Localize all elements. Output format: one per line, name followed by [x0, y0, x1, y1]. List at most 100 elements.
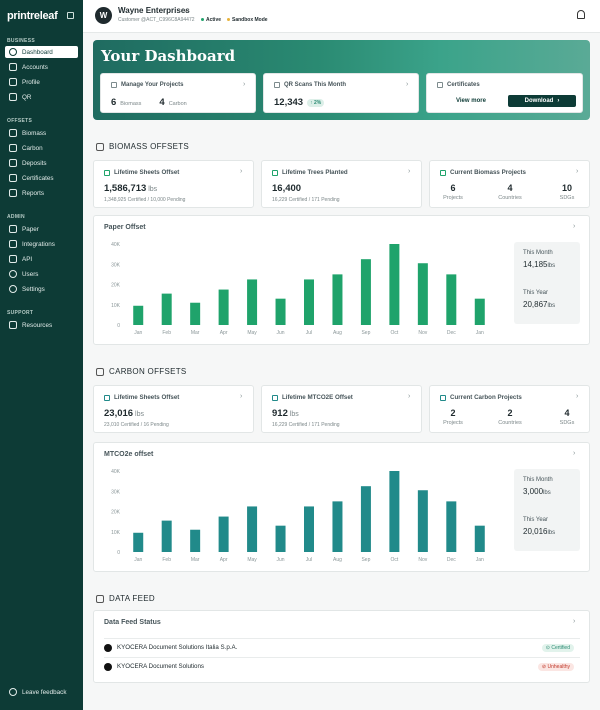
stat-value: 1,586,713: [104, 183, 147, 194]
carbon-mtco2e-card[interactable]: Lifetime MTCO2E Offset › 912 lbs 16,229 …: [261, 385, 422, 433]
leave-feedback-link[interactable]: Leave feedback: [9, 688, 66, 696]
biomass-count: 6: [111, 97, 117, 108]
chart-bar[interactable]: [304, 279, 314, 325]
sidebar-item-accounts[interactable]: Accounts: [5, 61, 78, 73]
biomass-projects-card[interactable]: Current Biomass Projects › 6 Projects 4 Co…: [429, 160, 590, 208]
carbon-sheets-card[interactable]: Lifetime Sheets Offset › 23,016 lbs 23,0…: [93, 385, 254, 433]
stat-subtext: 16,229 Certified / 171 Pending: [272, 197, 340, 203]
chevron-right-icon[interactable]: ›: [406, 81, 409, 88]
biomass-label: Biomass: [120, 101, 142, 107]
status-sandbox-label: Sandbox Mode: [232, 17, 268, 23]
sidebar-item-reports[interactable]: Reports: [5, 187, 78, 199]
chevron-right-icon[interactable]: ›: [240, 168, 243, 175]
sidebar-item-certificates[interactable]: Certificates: [5, 172, 78, 184]
sidebar-item-paper[interactable]: Paper: [5, 223, 78, 235]
chevron-right-icon[interactable]: ›: [243, 81, 246, 88]
mtco2e-summary: This Month 3,000lbs This Year 20,016lbs: [514, 469, 580, 551]
chart-bar[interactable]: [389, 471, 400, 552]
this-month-value: 14,185lbs: [523, 260, 555, 269]
chart-bar[interactable]: [218, 289, 229, 325]
chevron-right-icon[interactable]: ›: [408, 168, 411, 175]
users-icon: [9, 270, 17, 278]
biomass-trees-card[interactable]: Lifetime Trees Planted › 16,400 16,229 C…: [261, 160, 422, 208]
org-name[interactable]: Wayne Enterprises: [118, 6, 190, 15]
sidebar-item-label: Certificates: [22, 174, 54, 182]
this-year-number: 20,867: [523, 300, 548, 309]
unit-label: lbs: [547, 263, 556, 269]
carbon-count: 4: [159, 97, 165, 108]
chart-bar[interactable]: [133, 532, 144, 552]
sidebar-item-dashboard[interactable]: Dashboard: [5, 46, 78, 58]
chart-bar[interactable]: [417, 490, 428, 552]
paper-offset-summary: This Month 14,185lbs This Year 20,867lbs: [514, 242, 580, 324]
sidebar-item-profile[interactable]: Profile: [5, 76, 78, 88]
sidebar-item-resources[interactable]: Resources: [5, 319, 78, 331]
chart-bar[interactable]: [474, 525, 485, 552]
sidebar-item-integrations[interactable]: Integrations: [5, 238, 78, 250]
y-tick-label: 40K: [111, 469, 121, 475]
sidebar-item-api[interactable]: API: [5, 253, 78, 265]
sidebar-section-offsets: OFFSETS: [7, 118, 33, 124]
chevron-right-icon[interactable]: ›: [573, 223, 576, 230]
sidebar-item-qr[interactable]: QR: [5, 91, 78, 103]
chart-bar[interactable]: [446, 501, 457, 552]
chart-bar[interactable]: [360, 259, 371, 325]
x-tick-label: Apr: [220, 557, 228, 563]
chart-bar[interactable]: [133, 305, 144, 325]
chart-bar[interactable]: [417, 263, 428, 325]
chart-title: MTCO2e offset: [104, 451, 154, 458]
chevron-down-icon[interactable]: ⌄: [183, 7, 189, 14]
carbon-icon: [9, 144, 17, 152]
chevron-right-icon[interactable]: ›: [573, 450, 576, 457]
stat-number: 6: [450, 183, 456, 193]
x-tick-label: Sep: [361, 557, 370, 563]
list-item[interactable]: KYOCERA Document Solutions Italia S.p.A.…: [104, 638, 580, 656]
chart-bar[interactable]: [474, 298, 485, 325]
chart-bar[interactable]: [304, 506, 314, 552]
chart-bar[interactable]: [161, 293, 172, 325]
qr-scans-card[interactable]: QR Scans This Month › 12,343 ↑ 2%: [263, 73, 419, 113]
app-logo[interactable]: printreleaf: [7, 10, 58, 22]
chevron-right-icon[interactable]: ›: [408, 393, 411, 400]
paper-offset-chart-card: Paper Offset › 0 10K 20K 30K 40K Jan Feb Mar Apr…: [93, 215, 590, 345]
manage-projects-card[interactable]: Manage Your Projects › 6 Biomass 4 Carbo…: [100, 73, 256, 113]
chart-bar[interactable]: [332, 274, 343, 325]
sidebar-item-carbon[interactable]: Carbon: [5, 142, 78, 154]
sidebar-item-label: Deposits: [22, 159, 47, 167]
chart-bar[interactable]: [332, 501, 343, 552]
bell-icon[interactable]: [577, 10, 585, 19]
biomass-sheets-card[interactable]: Lifetime Sheets Offset › 1,586,713 lbs 1…: [93, 160, 254, 208]
status-label: Certified: [551, 644, 570, 651]
chart-bar[interactable]: [275, 298, 286, 325]
sidebar-item-biomass[interactable]: Biomass: [5, 127, 78, 139]
chart-bar[interactable]: [190, 529, 201, 552]
chart-bar[interactable]: [389, 244, 400, 325]
card-title: Certificates: [447, 82, 480, 88]
sidebar-item-users[interactable]: Users: [5, 268, 78, 280]
chart-bar[interactable]: [247, 279, 258, 325]
chart-bar[interactable]: [275, 525, 286, 552]
view-more-link[interactable]: View more: [456, 98, 486, 104]
chevron-right-icon[interactable]: ›: [576, 168, 579, 175]
list-item[interactable]: KYOCERA Document Solutions ⊘ Unhealthy: [104, 657, 580, 675]
sidebar-item-label: Resources: [22, 321, 53, 329]
chart-bar[interactable]: [446, 274, 457, 325]
sidebar-item-settings[interactable]: Settings: [5, 283, 78, 295]
section-title-label: BIOMASS OFFSETS: [109, 142, 190, 151]
chevron-right-icon[interactable]: ›: [573, 618, 576, 625]
x-tick-label: Oct: [390, 330, 398, 336]
alert-circle-icon: ⊘: [541, 663, 548, 670]
chart-bar[interactable]: [190, 302, 201, 325]
carbon-projects-card[interactable]: Current Carbon Projects › 2 Projects 2 Cou…: [429, 385, 590, 433]
chevron-right-icon[interactable]: ›: [240, 393, 243, 400]
sidebar-toggle-icon[interactable]: [67, 12, 74, 19]
stat-label: SDGs: [559, 420, 575, 426]
chart-bar[interactable]: [247, 506, 258, 552]
chart-bar[interactable]: [218, 516, 229, 552]
chart-bar[interactable]: [360, 486, 371, 552]
chart-bar[interactable]: [161, 520, 172, 552]
chevron-right-icon[interactable]: ›: [576, 393, 579, 400]
carbon-label: Carbon: [168, 101, 187, 107]
download-button[interactable]: Download ›: [508, 95, 576, 107]
sidebar-item-deposits[interactable]: Deposits: [5, 157, 78, 169]
